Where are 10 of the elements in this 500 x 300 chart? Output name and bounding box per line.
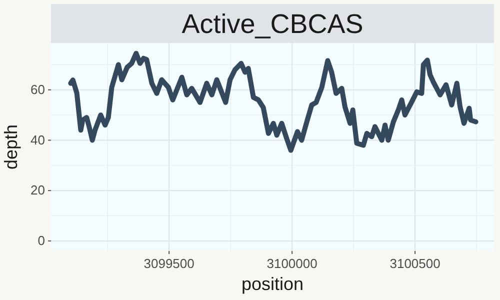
x-tick-label: 3100000 [266, 256, 318, 272]
y-tick-label: 0 [38, 233, 45, 248]
y-tick-label: 20 [30, 182, 45, 198]
x-tick-label: 3100500 [390, 256, 440, 272]
x-tick-label: 3099500 [144, 256, 194, 272]
y-tick-label: 40 [30, 132, 45, 148]
y-axis-title: depth [1, 124, 21, 170]
chart-title: Active_CBCAS [182, 9, 364, 39]
x-axis-title: position [241, 274, 304, 294]
y-tick-label: 60 [30, 82, 45, 97]
